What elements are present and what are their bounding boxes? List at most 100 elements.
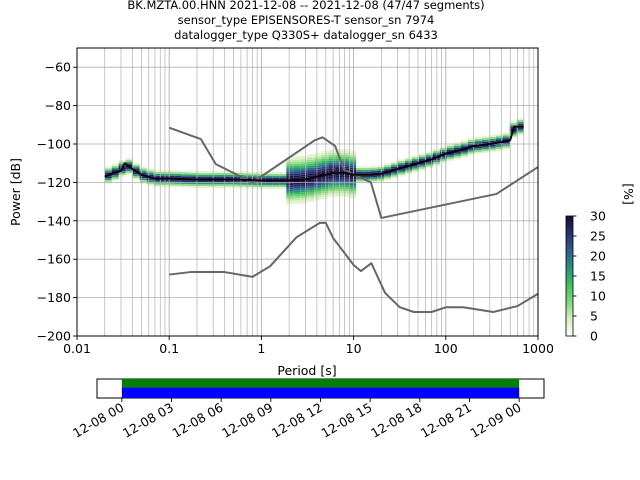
- heatmap-cell: [111, 179, 119, 182]
- heatmap-cell: [307, 154, 315, 157]
- heatmap-cell: [391, 170, 399, 173]
- heatmap-cell: [300, 169, 308, 171]
- heatmap-cell: [307, 161, 315, 164]
- heatmap-cell: [300, 155, 308, 158]
- heatmap-cell: [349, 154, 357, 157]
- heatmap-cell: [418, 157, 426, 160]
- heatmap-cell: [349, 179, 357, 182]
- heatmap-cell: [286, 167, 294, 170]
- heatmap-cell: [509, 132, 517, 135]
- heatmap-cell: [481, 145, 489, 148]
- heatmap-cell: [349, 194, 357, 197]
- heatmap-cell: [342, 162, 350, 165]
- heatmap-cell: [167, 179, 175, 182]
- heatmap-cell: [167, 183, 175, 186]
- heatmap-cell: [146, 183, 154, 186]
- heatmap-cell: [370, 175, 378, 178]
- heatmap-cell: [391, 161, 399, 164]
- time-tick-label: 12-08 00: [70, 400, 126, 441]
- heatmap-cell: [432, 154, 440, 157]
- heatmap-cell: [481, 149, 489, 152]
- heatmap-cell: [251, 185, 259, 187]
- heatmap-cell: [104, 181, 112, 184]
- heatmap-cell: [453, 147, 461, 150]
- heatmap-cell: [342, 183, 350, 186]
- heatmap-cell: [111, 175, 119, 178]
- heatmap-cell: [411, 166, 419, 169]
- heatmap-cell: [314, 169, 322, 172]
- heatmap-cell: [118, 175, 126, 178]
- heatmap-cell: [286, 196, 294, 199]
- heatmap-cell: [321, 177, 329, 180]
- heatmap-cell: [223, 172, 231, 175]
- heatmap-cell: [502, 147, 510, 150]
- heatmap-cell: [384, 174, 392, 177]
- heatmap-cell: [405, 166, 412, 169]
- heatmap-cell: [293, 200, 301, 203]
- heatmap-cell: [488, 146, 496, 149]
- heatmap-cell: [502, 132, 510, 135]
- x-axis-label: Period [s]: [277, 363, 336, 378]
- heatmap-cell: [335, 177, 343, 180]
- heatmap-cell: [202, 182, 210, 185]
- heatmap-cell: [314, 156, 322, 159]
- heatmap-cell: [342, 191, 350, 194]
- heatmap-cell: [335, 168, 343, 170]
- heatmap-cell: [321, 179, 329, 182]
- colorbar-tick-label: 20: [590, 249, 606, 264]
- heatmap-cell: [286, 171, 294, 174]
- heatmap-cell: [321, 162, 329, 165]
- heatmap-cell: [384, 163, 392, 166]
- heatmap-cell: [377, 176, 385, 179]
- x-tick-label: 0.01: [63, 341, 91, 356]
- heatmap-cell: [293, 198, 301, 201]
- heatmap-cell: [460, 142, 468, 145]
- heatmap-cell: [467, 151, 475, 154]
- heatmap-cell: [174, 170, 182, 173]
- heatmap-cell: [132, 168, 140, 171]
- heatmap-cell: [335, 183, 343, 186]
- time-tick-label: 12-09 00: [467, 400, 523, 441]
- heatmap-cell: [293, 192, 301, 195]
- heatmap-cell: [174, 175, 182, 178]
- heatmap-cell: [418, 164, 426, 167]
- heatmap-cell: [181, 170, 189, 173]
- heatmap-cell: [153, 175, 161, 178]
- heatmap-cell: [460, 144, 468, 147]
- heatmap-cell: [139, 170, 147, 173]
- heatmap-cell: [509, 120, 517, 123]
- heatmap-cell: [146, 168, 154, 171]
- heatmap-cell: [286, 191, 294, 193]
- heatmap-cell: [377, 180, 385, 183]
- heatmap-cell: [321, 150, 329, 153]
- heatmap-cell: [286, 189, 294, 192]
- heatmap-cell: [439, 155, 447, 158]
- heatmap-cell: [223, 176, 231, 179]
- heatmap-cell: [314, 173, 322, 176]
- heatmap-cell: [481, 135, 489, 138]
- heatmap-cell: [314, 183, 322, 186]
- heatmap-cell: [460, 140, 468, 143]
- heatmap-cell: [321, 195, 329, 198]
- heatmap-cell: [279, 183, 287, 186]
- heatmap-cell: [425, 153, 433, 156]
- heatmap-cell: [251, 177, 259, 180]
- heatmap-cell: [104, 176, 112, 179]
- heatmap-cell: [244, 175, 252, 178]
- heatmap-cell: [453, 157, 461, 160]
- heatmap-cell: [244, 173, 252, 176]
- heatmap-cell: [405, 159, 412, 162]
- heatmap-cell: [167, 173, 175, 176]
- heatmap-cell: [453, 153, 461, 156]
- heatmap-cell: [279, 171, 287, 174]
- heatmap-cell: [118, 161, 126, 164]
- colorbar-gradient: [565, 215, 574, 337]
- heatmap-cell: [349, 163, 357, 166]
- heatmap-cell: [328, 185, 336, 188]
- x-tick-label: 1: [257, 341, 265, 356]
- heatmap-cell: [195, 182, 203, 185]
- heatmap-cell: [342, 168, 350, 171]
- heatmap-cell: [349, 177, 357, 180]
- heatmap-cell: [321, 191, 329, 194]
